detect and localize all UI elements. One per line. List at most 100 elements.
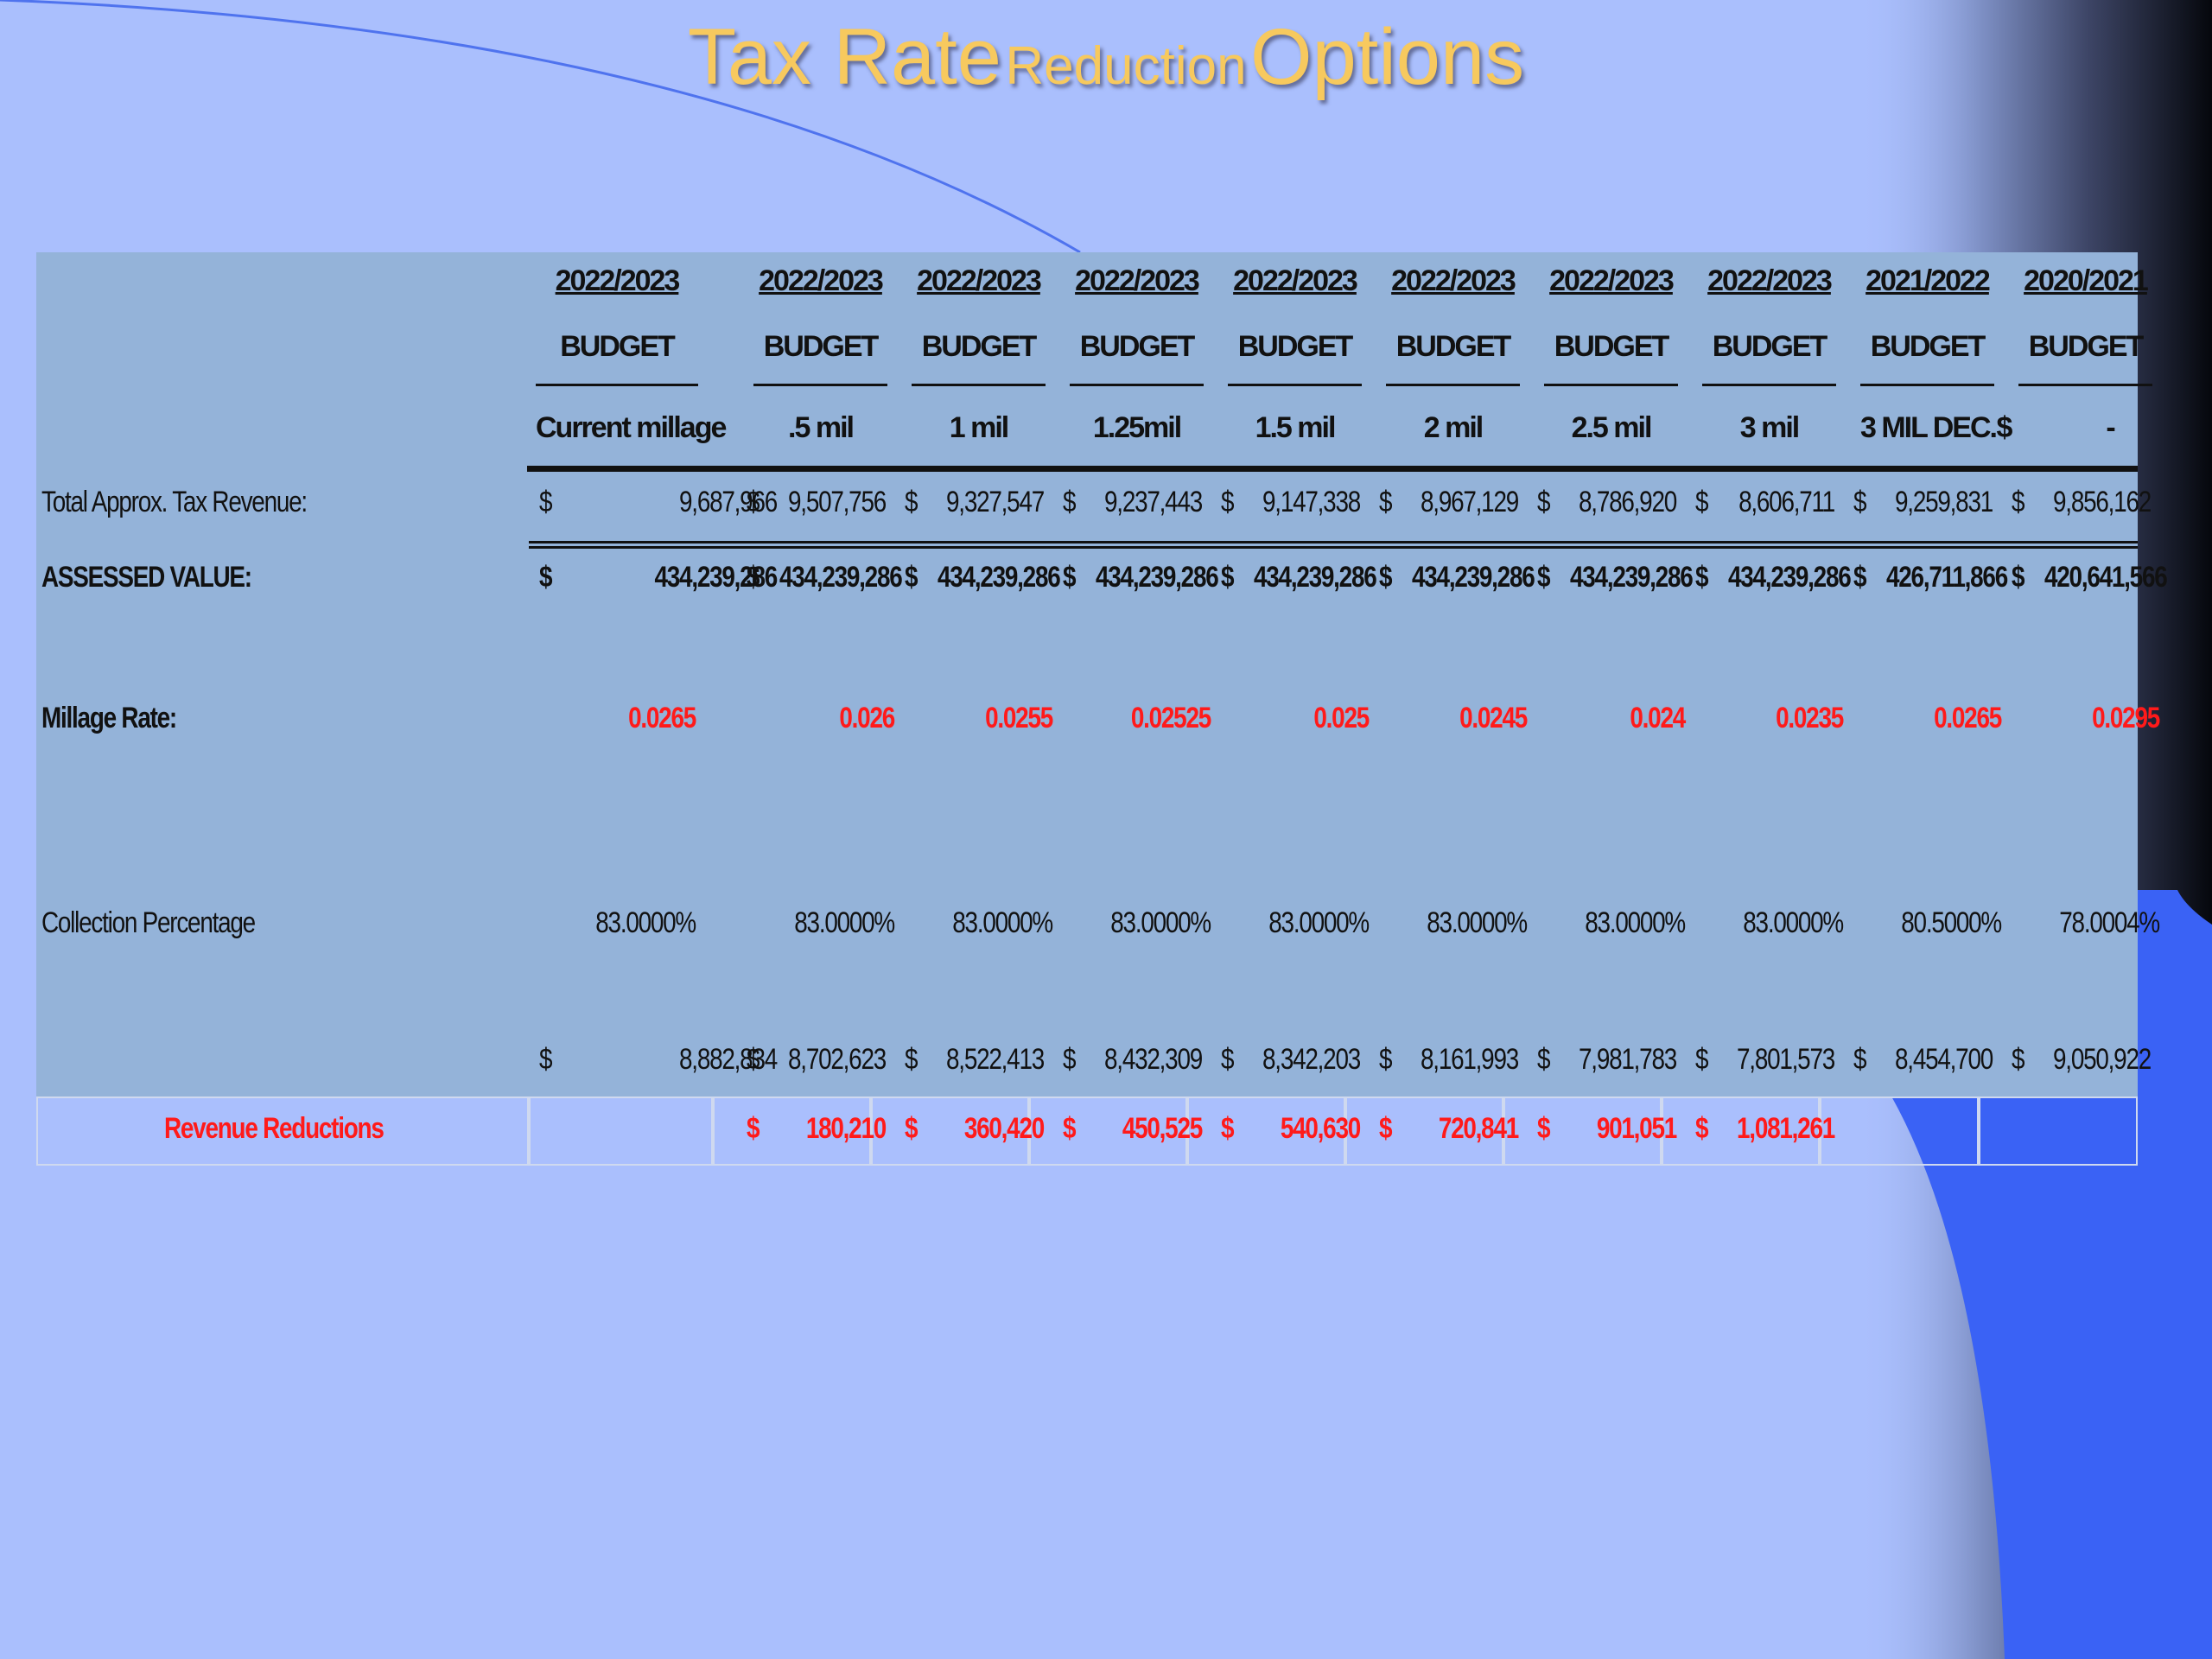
row-label-collection: Collection Percentage — [41, 906, 256, 939]
currency-symbol: $ — [1695, 486, 1709, 518]
assessed-value: 434,239,286 — [1728, 561, 1852, 594]
strip-cell — [529, 1096, 713, 1166]
currency-symbol: $ — [1695, 561, 1709, 594]
currency-symbol: $ — [1063, 486, 1077, 518]
revenue-value: 8,967,129 — [1421, 486, 1519, 518]
millage-value: 0.0235 — [1776, 702, 1844, 734]
currency-symbol: $ — [2012, 561, 2025, 594]
collection-value: 80.5000% — [1901, 906, 2002, 939]
strip-cell — [871, 1096, 1029, 1166]
revenue-value: 8,606,711 — [1738, 486, 1835, 518]
assessed-value: 434,239,286 — [1570, 561, 1694, 594]
header-underline — [1702, 384, 1836, 386]
revenue-double-rule — [529, 541, 2138, 549]
column-type: BUDGET — [1712, 330, 1828, 363]
column-type: BUDGET — [1395, 330, 1512, 363]
currency-symbol: $ — [1695, 1112, 1709, 1145]
column-type: BUDGET — [1237, 330, 1354, 363]
assessed-value: 434,239,286 — [779, 561, 903, 594]
currency-symbol: $ — [905, 1043, 918, 1076]
column-option: 3 MIL DEC. — [1860, 411, 1998, 444]
strip-cell — [1029, 1096, 1187, 1166]
currency-symbol: $ — [539, 1043, 553, 1076]
title-part-3: Options — [1250, 13, 1525, 101]
strip-cell — [1662, 1096, 1820, 1166]
currency-symbol: $ — [2012, 486, 2025, 518]
title-part-1: Tax Rate — [687, 13, 1001, 101]
column-year: 2022/2023 — [1075, 264, 1200, 297]
column-option: 1.25mil — [1092, 411, 1182, 444]
assessed-value: 426,711,866 — [1886, 561, 2008, 594]
currency-symbol: $ — [1379, 1112, 1393, 1145]
header-underline — [1228, 384, 1362, 386]
column-type: BUDGET — [921, 330, 1038, 363]
millage-value: 0.0265 — [1934, 702, 2002, 734]
net-value: 8,342,203 — [1262, 1043, 1361, 1076]
column-year: 2020/2021 — [2024, 264, 2149, 297]
revenue-reductions-row: Revenue Reductions $180,210 $360,420 $450,5… — [36, 1096, 2138, 1167]
net-value: 8,161,993 — [1421, 1043, 1519, 1076]
reductions-value: 450,525 — [1122, 1112, 1203, 1145]
currency-symbol: $ — [747, 1112, 760, 1145]
assessed-value: 434,239,286 — [1412, 561, 1535, 594]
column-type: BUDGET — [560, 330, 676, 363]
strip-cell — [713, 1096, 871, 1166]
header-underline — [1860, 384, 1994, 386]
row-label-millage: Millage Rate: — [41, 702, 177, 734]
currency-symbol: $ — [1853, 561, 1867, 594]
collection-value: 83.0000% — [1585, 906, 1686, 939]
column-type: BUDGET — [763, 330, 880, 363]
currency-symbol: $ — [1221, 1043, 1235, 1076]
column-option-currency: $ — [1996, 411, 2013, 444]
collection-value: 83.0000% — [794, 906, 895, 939]
currency-symbol: $ — [1537, 561, 1551, 594]
currency-symbol: $ — [1537, 486, 1551, 518]
revenue-value: 9,237,443 — [1104, 486, 1203, 518]
column-option: .5 mil — [788, 411, 855, 444]
header-underline — [1070, 384, 1204, 386]
collection-value: 83.0000% — [1110, 906, 1211, 939]
revenue-value: 9,147,338 — [1262, 486, 1361, 518]
reductions-value: 540,630 — [1280, 1112, 1361, 1145]
column-option: 2 mil — [1423, 411, 1484, 444]
column-option: 2.5 mil — [1571, 411, 1653, 444]
millage-value: 0.0245 — [1459, 702, 1528, 734]
currency-symbol: $ — [1063, 561, 1077, 594]
assessed-value: 434,239,286 — [1254, 561, 1377, 594]
column-option: 3 mil — [1739, 411, 1800, 444]
column-year: 2022/2023 — [555, 264, 681, 297]
strip-cell — [1187, 1096, 1345, 1166]
reductions-value: 1,081,261 — [1737, 1112, 1835, 1145]
assessed-value: 434,239,286 — [938, 561, 1061, 594]
currency-symbol: $ — [2012, 1043, 2025, 1076]
currency-symbol: $ — [539, 561, 553, 594]
header-rule — [527, 466, 2138, 472]
column-year: 2022/2023 — [1707, 264, 1833, 297]
millage-value: 0.0295 — [2092, 702, 2160, 734]
column-option: 1 mil — [949, 411, 1009, 444]
millage-value: 0.024 — [1630, 702, 1686, 734]
currency-symbol: $ — [1221, 561, 1235, 594]
column-type: BUDGET — [2028, 330, 2145, 363]
revenue-value: 9,327,547 — [946, 486, 1045, 518]
net-value: 8,702,623 — [788, 1043, 887, 1076]
net-value: 8,432,309 — [1104, 1043, 1203, 1076]
row-label-assessed: ASSESSED VALUE: — [41, 561, 252, 594]
tax-table: 2022/2023 BUDGET Current millage 2022/2023 B… — [36, 252, 2168, 1096]
reductions-value: 180,210 — [805, 1112, 887, 1145]
column-type: BUDGET — [1870, 330, 1986, 363]
header-underline — [753, 384, 887, 386]
collection-value: 83.0000% — [1743, 906, 1844, 939]
net-value: 9,050,922 — [2053, 1043, 2152, 1076]
millage-value: 0.026 — [839, 702, 895, 734]
reductions-value: 901,051 — [1596, 1112, 1677, 1145]
row-label-reductions: Revenue Reductions — [164, 1112, 385, 1145]
header-underline — [912, 384, 1046, 386]
currency-symbol: $ — [1379, 486, 1393, 518]
assessed-value: 434,239,286 — [654, 561, 778, 594]
column-year: 2021/2022 — [1866, 264, 1991, 297]
reductions-value: 360,420 — [963, 1112, 1045, 1145]
collection-value: 83.0000% — [1268, 906, 1370, 939]
currency-symbol: $ — [747, 561, 760, 594]
assessed-value: 420,641,566 — [2044, 561, 2168, 594]
